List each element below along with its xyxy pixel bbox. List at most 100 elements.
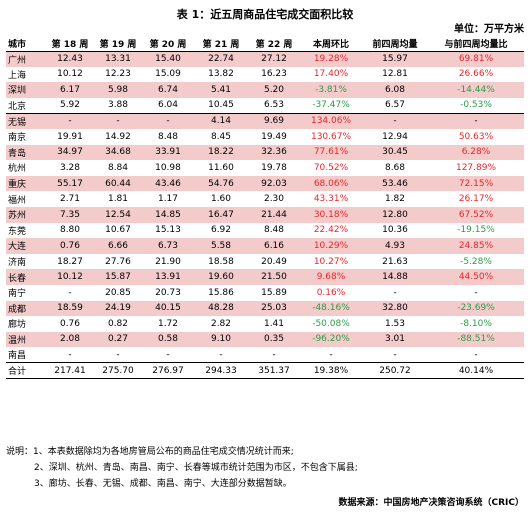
cell-wow: 10.29% [300,238,362,254]
cell-w21: 2.82 [210,318,232,329]
cell-avg4: 32.80 [362,300,428,317]
cell-w19: 15.87 [94,269,142,285]
cell-avg4: 14.88 [362,269,428,285]
cell-vs4: 6.28% [428,144,524,161]
cell-vs4: 50.63% [458,131,494,142]
cell-w21: 11.60 [208,162,234,173]
cell-city: 廊坊 [8,320,27,331]
cell-city: 合计 [6,362,46,379]
cell-w18: 7.35 [46,206,94,223]
cell-w19: 3.88 [107,100,129,111]
cell-w22: 9.69 [248,112,300,129]
cell-wow: 43.31% [313,194,349,205]
unit-label: 单位：万平方米 [454,24,524,35]
cell-city: 无锡 [6,112,46,129]
cell-vs4: 40.14% [428,362,524,379]
cell-w21: 294.33 [194,362,248,379]
note-2: 2、深圳、杭州、青岛、南昌、南宁、长春等城市统计范围为市区，不包含下属县; [34,463,358,473]
cell-w22: 6.16 [248,238,300,254]
cell-avg4: - [393,287,397,298]
cell-w18: 8.80 [59,225,81,236]
cell-w20: 40.15 [142,300,194,317]
cell-city: 广州 [6,51,46,67]
cell-w21: 5.41 [194,82,248,98]
cell-city: 南昌 [8,351,27,362]
cell-city: 温州 [6,331,46,348]
cell-wow: 19.28% [300,51,362,67]
header-week18: 第 18 周 [46,36,94,52]
cell-w20: 6.73 [142,238,194,254]
cell-w20: 276.97 [142,362,194,379]
table-body: 广州 12.43 13.31 15.40 22.74 27.12 19.28% 15.97 69… [6,51,524,379]
cell-city: 长春 [6,269,46,285]
header-city: 城市 [6,36,46,52]
cell-w21: 10.45 [208,100,234,111]
cell-w18: 6.17 [46,82,94,98]
cell-avg4: 10.36 [382,225,408,236]
cell-w20: 43.46 [142,175,194,192]
header-row: 城市 第 18 周 第 19 周 第 20 周 第 21 周 第 22 周 本周… [6,36,524,52]
cell-w19: 60.44 [94,175,142,192]
cell-w21: 6.92 [210,225,232,236]
cell-w19: 0.82 [107,318,129,329]
cell-w19: 27.76 [105,256,131,267]
cell-wow: 19.38% [300,362,362,379]
cell-vs4: -88.51% [428,331,524,348]
cell-avg4: - [393,349,397,360]
cell-w19: 24.19 [94,300,142,317]
table-row: 深圳 6.17 5.98 6.74 5.41 5.20 -3.81% 6.08 -14.44% [6,82,524,98]
cell-w18: - [46,112,94,129]
cell-vs4: -23.69% [428,300,524,317]
table-row: 长春 10.12 15.87 13.91 19.60 21.50 9.68% 14.88 44.… [6,269,524,285]
cell-avg4: 12.81 [382,69,408,80]
cell-w18: - [68,349,72,360]
cell-w21: 19.60 [194,269,248,285]
cell-city: 成都 [6,300,46,317]
table-row: 青岛 34.97 34.68 33.91 18.22 32.36 77.61% 30.45 6.… [6,144,524,161]
cell-w21: 15.86 [208,287,234,298]
cell-w18: 2.71 [59,194,81,205]
cell-wow: 0.16% [316,287,346,298]
cell-w21: 5.58 [194,238,248,254]
cell-w22: 8.48 [263,225,285,236]
cell-city: 南宁 [8,289,27,300]
cell-wow: - [329,349,333,360]
cell-wow: -50.08% [312,318,350,329]
table-row: 廊坊 0.76 0.82 1.72 2.82 1.41 -50.08% 1.53 -8.10% [6,316,524,332]
table-row: 成都 18.59 24.19 40.15 48.28 25.03 -48.16% 32.80-… [6,300,524,317]
cell-avg4: 15.97 [362,51,428,67]
header-week20: 第 20 周 [142,36,194,52]
cell-avg4: 1.53 [384,318,406,329]
table-row: 东莞 8.80 10.67 15.13 6.92 8.48 22.42% 10.36 -19.1… [6,223,524,239]
cell-w18: 19.91 [57,131,83,142]
header-vs4: 与前四周均量比 [428,36,524,52]
cell-city: 上海 [8,70,27,81]
cell-w18: 12.43 [46,51,94,67]
cell-avg4: 12.80 [362,206,428,223]
cell-w22: 1.41 [263,318,285,329]
cell-vs4: 127.89% [455,162,497,173]
cell-avg4: 12.94 [382,131,408,142]
table-title: 表 1：近五周商品住宅成交面积比较 [176,8,354,21]
cell-w21: 8.45 [210,131,232,142]
cell-w22: 20.49 [261,256,287,267]
cell-w19: 10.67 [105,225,131,236]
cell-w19: 1.81 [107,194,129,205]
cell-w19: 8.84 [107,162,129,173]
cell-city: 大连 [6,238,46,254]
cell-w22: 16.23 [261,69,287,80]
cell-avg4: 53.46 [362,175,428,192]
cell-city: 重庆 [6,175,46,192]
cell-w18: 0.76 [59,318,81,329]
cell-wow: -96.20% [300,331,362,348]
header-wow: 本周环比 [300,36,362,52]
cell-w22: 27.12 [248,51,300,67]
cell-vs4: -19.15% [457,225,495,236]
cell-w19: 275.70 [94,362,142,379]
cell-w21: - [219,349,223,360]
cell-w21: 18.22 [194,144,248,161]
cell-vs4: - [474,287,478,298]
cell-wow: 134.06% [300,112,362,129]
cell-wow: 68.06% [300,175,362,192]
cell-w18: 0.76 [46,238,94,254]
